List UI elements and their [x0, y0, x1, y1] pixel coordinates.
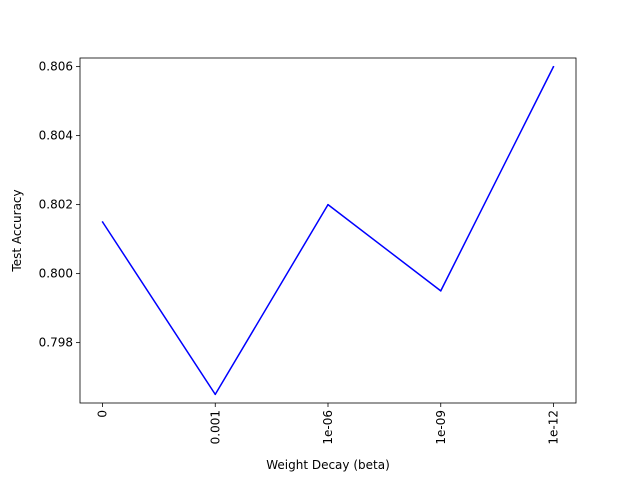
data-point — [439, 290, 442, 292]
data-point — [214, 393, 217, 396]
x-tick-label: 1e-06 — [321, 410, 335, 445]
y-tick-label: 0.798 — [39, 336, 73, 350]
x-tick-label: 0 — [96, 410, 110, 418]
x-axis-ticks: 0 0.001 1e-06 1e-09 1e-12 — [96, 403, 561, 445]
data-point — [327, 203, 329, 206]
x-axis-label: Weight Decay (beta) — [266, 458, 390, 472]
x-tick-label: 0.001 — [208, 410, 222, 444]
y-axis-label: Test Accuracy — [10, 189, 24, 272]
data-point — [101, 221, 104, 223]
y-axis-ticks: 0.798 0.800 0.802 0.804 0.806 — [39, 60, 80, 350]
x-tick-label: 1e-12 — [547, 410, 561, 445]
series-layer — [101, 65, 555, 396]
x-tick-label: 1e-09 — [434, 410, 448, 445]
data-point — [552, 65, 555, 68]
y-tick-label: 0.800 — [39, 267, 73, 281]
plot-background — [80, 58, 576, 403]
y-tick-label: 0.806 — [39, 60, 73, 74]
y-tick-label: 0.802 — [39, 198, 73, 212]
y-tick-label: 0.804 — [39, 129, 73, 143]
